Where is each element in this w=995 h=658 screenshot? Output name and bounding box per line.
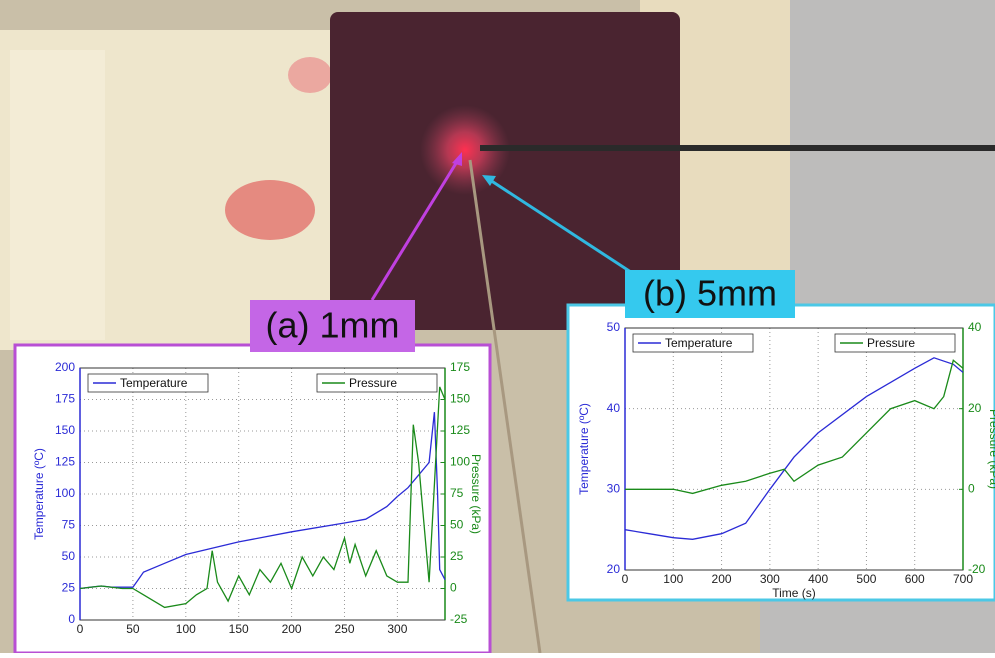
y-tick-label: 150	[55, 423, 75, 437]
x-tick-label: 50	[126, 622, 140, 636]
x-tick-label: 0	[622, 572, 629, 586]
y2-tick-label: 20	[968, 401, 982, 415]
x-tick-label: 250	[334, 622, 354, 636]
x-tick-label: 100	[663, 572, 683, 586]
x-tick-label: 0	[77, 622, 84, 636]
y-tick-label: 25	[62, 581, 76, 595]
y2-tick-label: 0	[450, 581, 457, 595]
x-tick-label: 200	[282, 622, 302, 636]
y-tick-label: 0	[68, 612, 75, 626]
x-axis-label: Time (s)	[772, 586, 816, 600]
x-tick-label: 200	[712, 572, 732, 586]
y-axis-label: Temperature (ºC)	[577, 403, 591, 495]
y-tick-label: 200	[55, 360, 75, 374]
blood-stain	[288, 57, 332, 93]
y2-axis-label: Pressure (kPa)	[987, 409, 995, 489]
x-tick-label: 400	[808, 572, 828, 586]
y2-tick-label: 175	[450, 360, 470, 374]
y-axis-label: Temperature (ºC)	[32, 448, 46, 540]
y2-tick-label: 150	[450, 392, 470, 406]
y-tick-label: 20	[607, 562, 621, 576]
chart-title: (b) 5mm	[643, 273, 777, 314]
y-tick-label: 50	[62, 549, 76, 563]
x-tick-label: 300	[760, 572, 780, 586]
y2-tick-label: 100	[450, 455, 470, 469]
y2-tick-label: 50	[450, 518, 464, 532]
y2-tick-label: 40	[968, 320, 982, 334]
x-tick-label: 150	[229, 622, 249, 636]
y2-tick-label: -20	[968, 562, 986, 576]
y2-tick-label: 125	[450, 423, 470, 437]
y-tick-label: 125	[55, 455, 75, 469]
x-tick-label: 300	[387, 622, 407, 636]
y2-tick-label: 75	[450, 486, 464, 500]
y-tick-label: 175	[55, 392, 75, 406]
y-tick-label: 40	[607, 401, 621, 415]
legend-label: Pressure	[349, 376, 397, 390]
x-tick-label: 600	[905, 572, 925, 586]
y2-axis-label: Pressure (kPa)	[469, 454, 483, 534]
scene: (a) 1mm050100150200250300025507510012515…	[0, 0, 995, 653]
blood-stain	[225, 180, 315, 240]
y-tick-label: 100	[55, 486, 75, 500]
y-tick-label: 75	[62, 518, 76, 532]
y-tick-label: 30	[607, 482, 621, 496]
x-tick-label: 500	[856, 572, 876, 586]
y2-tick-label: 0	[968, 482, 975, 496]
x-tick-label: 100	[176, 622, 196, 636]
chart-title: (a) 1mm	[266, 305, 400, 346]
y2-tick-label: -25	[450, 612, 468, 626]
legend-label: Temperature	[665, 336, 733, 350]
y-tick-label: 50	[607, 320, 621, 334]
page: {"chart_data": [ {"type": "line", "title…	[0, 0, 995, 653]
y2-tick-label: 25	[450, 549, 464, 563]
legend-label: Pressure	[867, 336, 915, 350]
foam-block	[10, 50, 105, 340]
legend-label: Temperature	[120, 376, 188, 390]
